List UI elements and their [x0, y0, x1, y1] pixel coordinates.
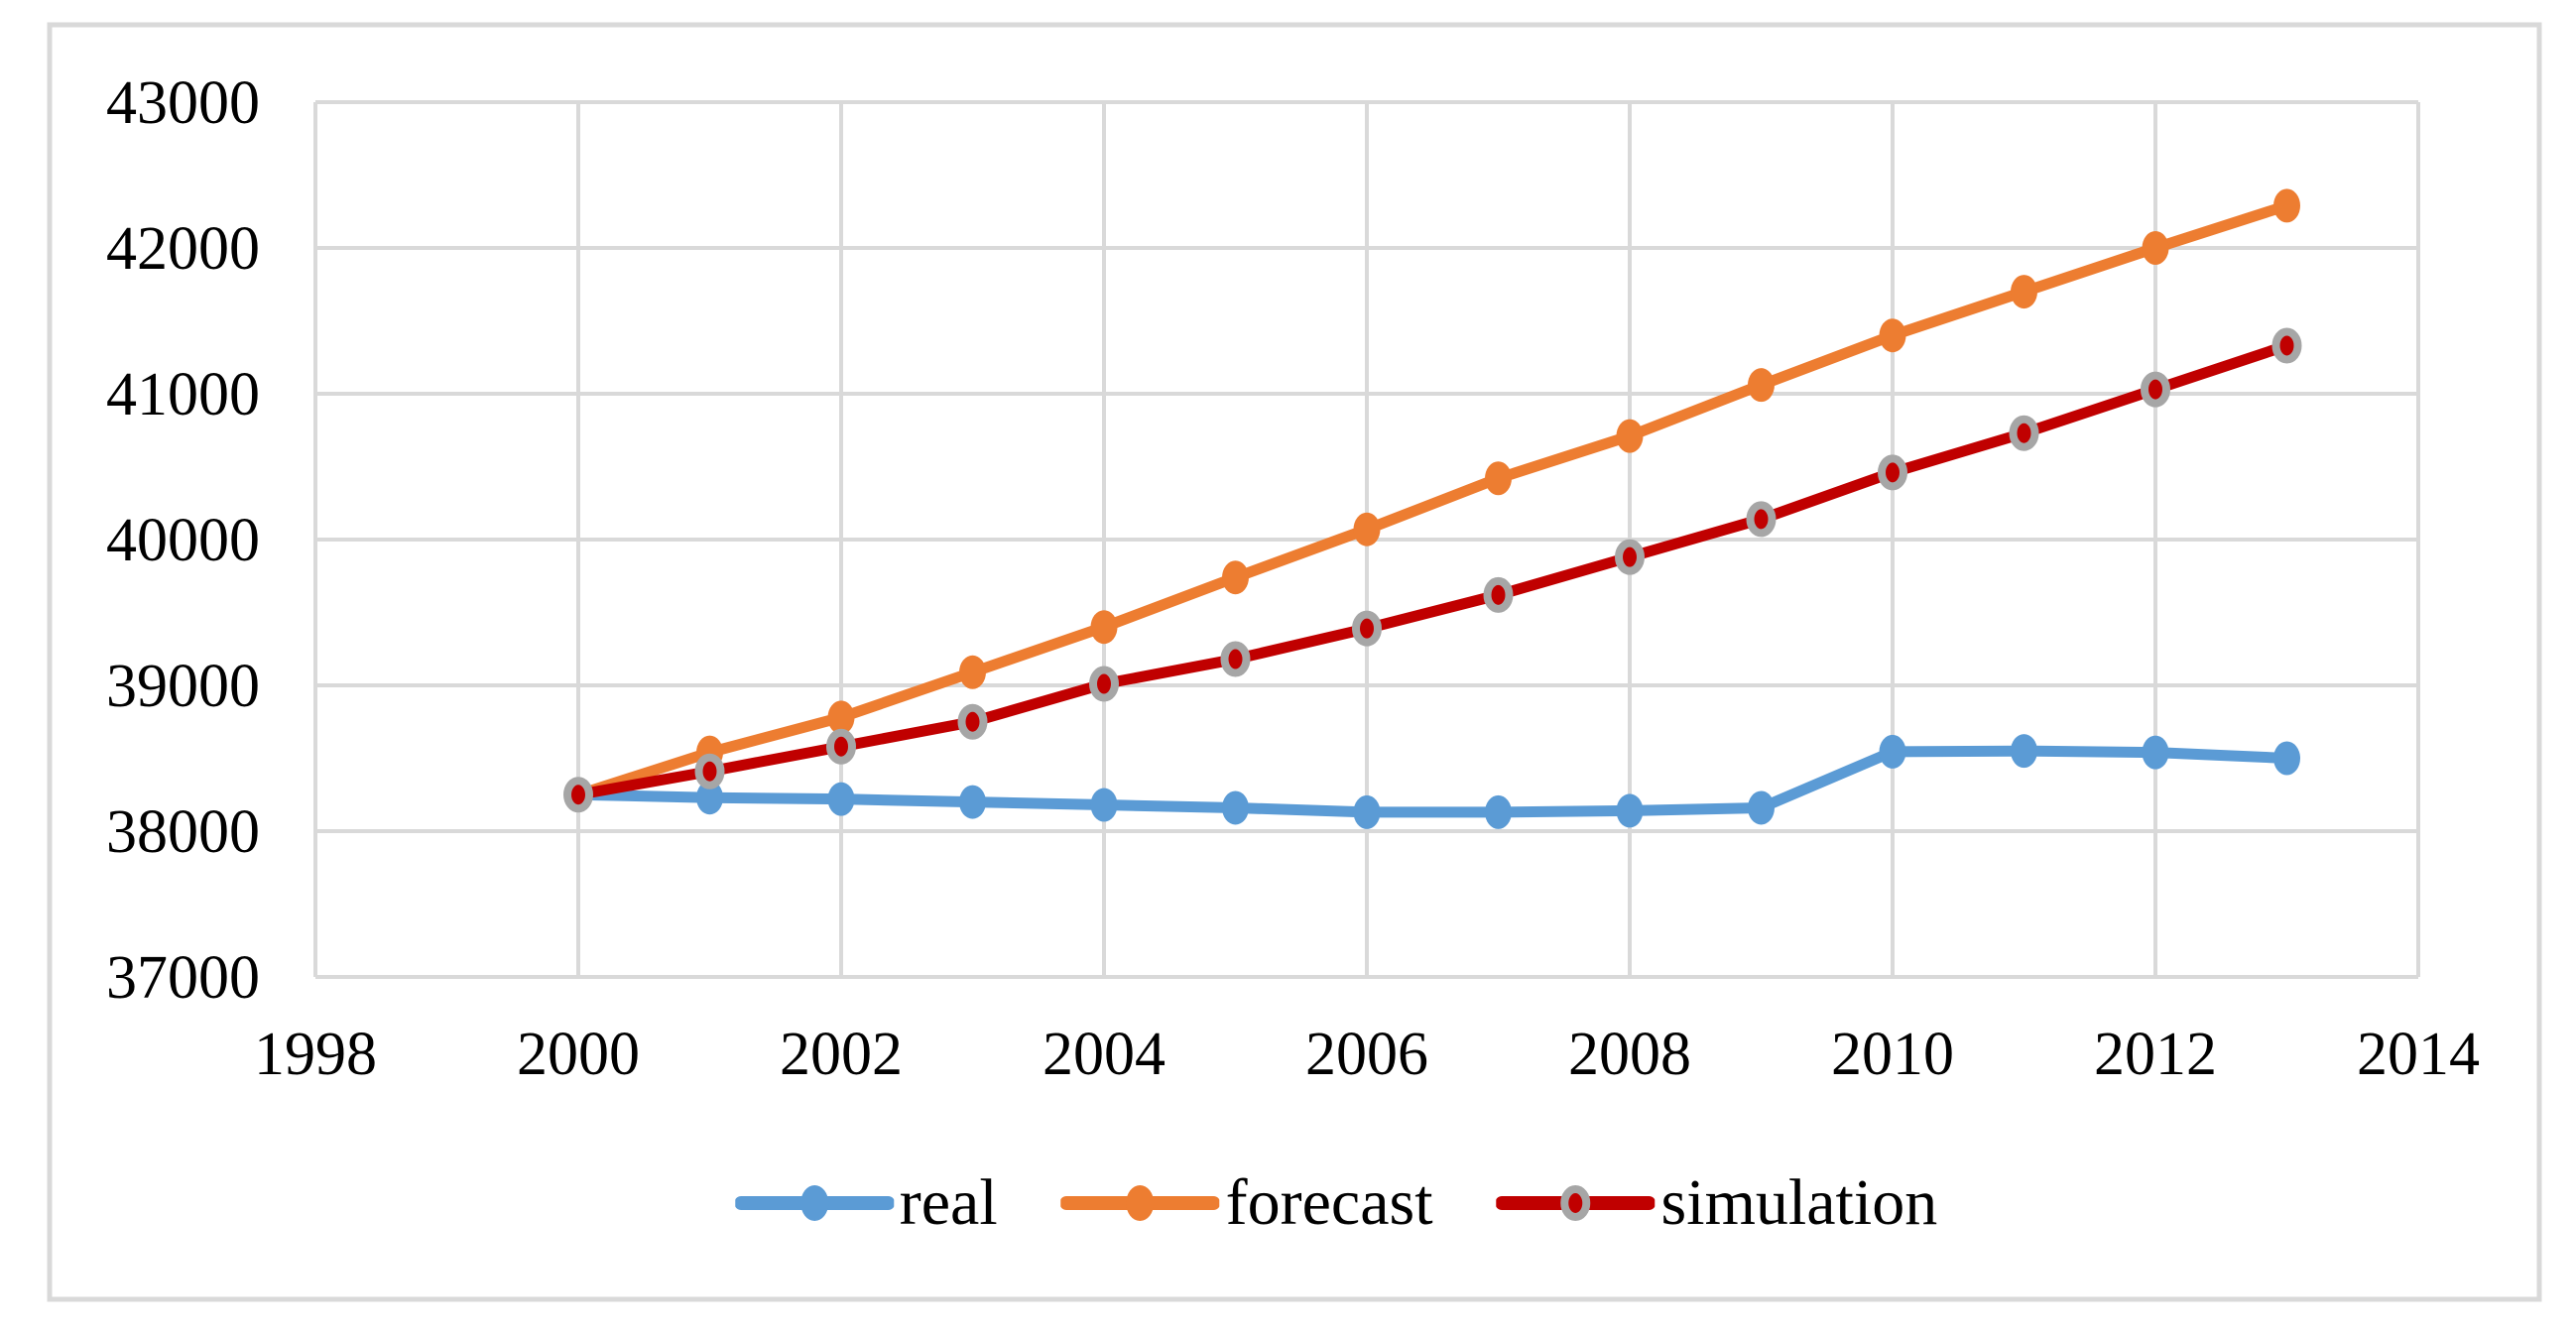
y-tick-label: 43000 — [106, 69, 260, 137]
series-simulation-marker — [1352, 610, 1382, 647]
series-forecast-line — [572, 199, 2292, 800]
series-real-marker — [1353, 794, 1381, 829]
series-forecast-marker — [1879, 318, 1906, 353]
series-simulation-marker — [826, 728, 856, 765]
series-simulation-marker — [1878, 454, 1907, 491]
series-forecast-marker — [2142, 231, 2169, 265]
x-tick-label: 2000 — [517, 1021, 640, 1088]
chart-legend: real forecast simulation — [734, 1166, 1938, 1239]
legend-item-real: real — [734, 1166, 998, 1239]
x-tick-label: 2002 — [780, 1021, 903, 1088]
series-forecast-marker — [2273, 188, 2300, 223]
series-forecast-marker — [2011, 275, 2037, 309]
series-real-marker — [1222, 790, 1249, 825]
series-simulation-line — [572, 339, 2292, 800]
series-simulation-marker — [1220, 641, 1251, 677]
series-simulation-marker — [1089, 666, 1119, 702]
series-simulation-marker — [2141, 371, 2170, 408]
legend-swatch-real-icon — [734, 1185, 894, 1221]
x-tick-label: 1998 — [254, 1021, 377, 1088]
y-tick-label: 41000 — [106, 361, 260, 428]
series-real-marker — [2011, 734, 2037, 769]
series-simulation-marker — [2271, 327, 2302, 364]
legend-label-forecast: forecast — [1225, 1166, 1433, 1239]
legend-item-simulation: simulation — [1496, 1166, 1938, 1239]
y-tick-label: 40000 — [106, 507, 260, 574]
series-real-marker — [827, 782, 855, 816]
series-real-marker — [1485, 794, 1512, 829]
series-forecast-marker — [1616, 419, 1644, 453]
legend-label-simulation: simulation — [1660, 1166, 1938, 1239]
x-tick-label: 2010 — [1831, 1021, 1954, 1088]
series-simulation-marker — [694, 753, 725, 789]
series-real-marker — [1879, 734, 1906, 769]
series-simulation-marker — [1615, 539, 1645, 575]
legend-swatch-simulation-icon — [1496, 1185, 1656, 1221]
series-real-marker — [1748, 790, 1775, 825]
series-forecast-marker — [1748, 368, 1775, 403]
series-simulation-marker — [2009, 415, 2039, 451]
series-forecast-marker — [1222, 560, 1249, 595]
legend-label-real: real — [899, 1166, 998, 1239]
x-tick-label: 2008 — [1568, 1021, 1691, 1088]
series-forecast-marker — [1485, 461, 1512, 496]
series-forecast-marker — [827, 700, 855, 735]
series-simulation-marker — [1746, 501, 1777, 538]
series-simulation-marker — [563, 777, 593, 813]
series-simulation-marker — [1483, 576, 1514, 613]
figure-frame — [47, 22, 2542, 1302]
series-forecast-marker — [1353, 512, 1381, 546]
series-real-marker — [2142, 735, 2169, 770]
series-real-marker — [1090, 788, 1118, 822]
y-tick-label: 38000 — [106, 798, 260, 866]
legend-swatch-forecast-icon — [1060, 1185, 1220, 1221]
series-real-marker — [696, 781, 723, 815]
series-real-marker — [959, 785, 986, 819]
series-real-marker — [2273, 741, 2300, 776]
x-tick-label: 2014 — [2357, 1021, 2480, 1088]
x-tick-label: 2004 — [1043, 1021, 1165, 1088]
y-tick-label: 37000 — [106, 944, 260, 1012]
series-simulation-marker — [957, 703, 988, 740]
y-tick-label: 39000 — [106, 653, 260, 720]
x-tick-label: 2012 — [2094, 1021, 2217, 1088]
series-real-marker — [1616, 793, 1644, 828]
legend-item-forecast: forecast — [1060, 1166, 1433, 1239]
series-real-line — [572, 745, 2292, 818]
y-tick-label: 42000 — [106, 215, 260, 283]
series-forecast-marker — [959, 655, 986, 689]
x-tick-label: 2006 — [1305, 1021, 1428, 1088]
series-forecast-marker — [1090, 610, 1118, 645]
